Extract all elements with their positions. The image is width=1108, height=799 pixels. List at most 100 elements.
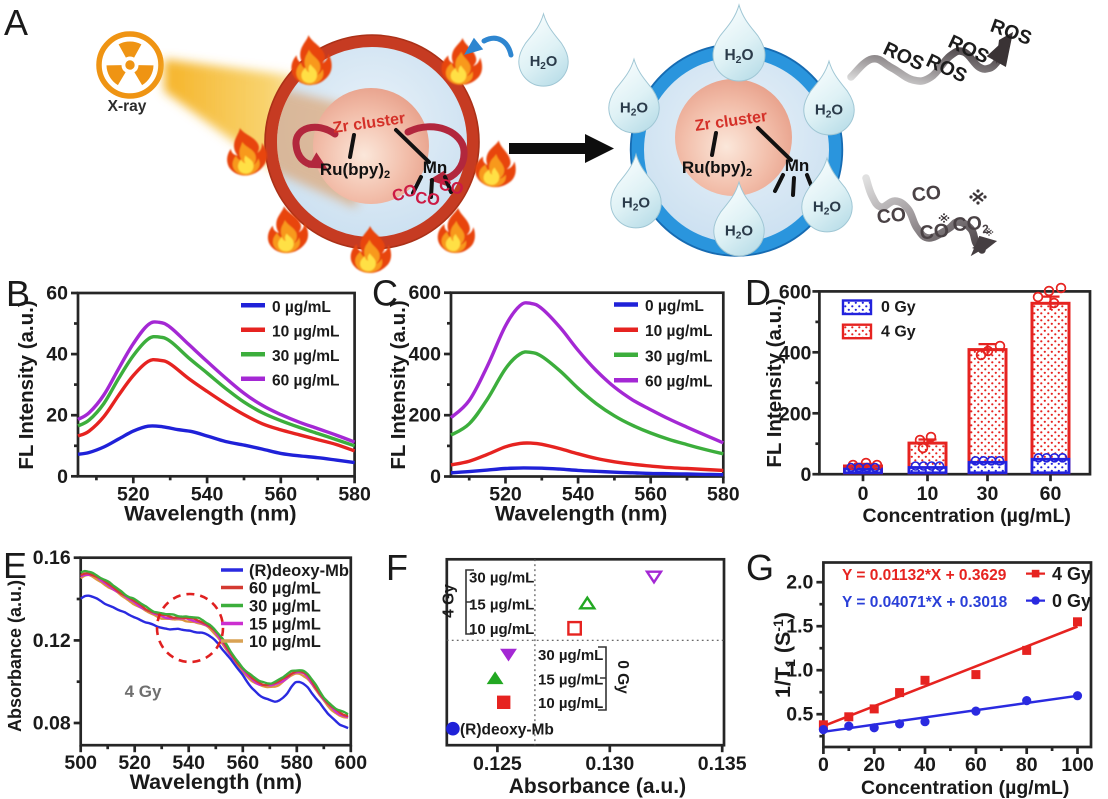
svg-text:(R)deoxy-Mb: (R)deoxy-Mb xyxy=(249,562,349,580)
svg-text:Wavelength (nm): Wavelength (nm) xyxy=(495,502,667,526)
svg-text:400: 400 xyxy=(408,344,441,366)
svg-text:520: 520 xyxy=(489,484,522,506)
svg-text:Mn: Mn xyxy=(785,156,810,175)
svg-text:H2O: H2O xyxy=(724,47,753,66)
svg-text:580: 580 xyxy=(707,484,740,506)
svg-text:0: 0 xyxy=(801,464,812,486)
svg-text:15 µg/mL: 15 µg/mL xyxy=(538,672,603,689)
svg-text:60 µg/mL: 60 µg/mL xyxy=(272,372,340,389)
svg-text:(R)deoxy-Mb: (R)deoxy-Mb xyxy=(460,722,554,739)
svg-text:E: E xyxy=(3,545,27,586)
svg-text:600: 600 xyxy=(335,752,368,774)
svg-text:Concentration (µg/mL): Concentration (µg/mL) xyxy=(861,777,1069,799)
svg-text:0.5: 0.5 xyxy=(786,704,813,726)
svg-text:FL Intensity (a.u.): FL Intensity (a.u.) xyxy=(763,298,786,467)
svg-text:10 µg/mL: 10 µg/mL xyxy=(538,695,603,712)
svg-text:580: 580 xyxy=(338,483,371,505)
svg-text:H2O: H2O xyxy=(725,223,754,242)
svg-text:Ru(bpy)2: Ru(bpy)2 xyxy=(682,158,752,179)
svg-text:0: 0 xyxy=(818,754,829,776)
svg-text:4 Gy: 4 Gy xyxy=(1052,564,1091,584)
svg-text:1/T1 (S-1): 1/T1 (S-1) xyxy=(770,612,798,698)
svg-text:0: 0 xyxy=(858,483,869,505)
svg-text:1.5: 1.5 xyxy=(786,616,813,638)
svg-text:0.12: 0.12 xyxy=(33,630,71,652)
svg-text:0 Gy: 0 Gy xyxy=(881,299,916,316)
svg-text:FL Intensity (a.u.): FL Intensity (a.u.) xyxy=(387,300,410,469)
svg-text:40: 40 xyxy=(914,754,936,776)
svg-text:100: 100 xyxy=(1061,754,1094,776)
svg-text:200: 200 xyxy=(408,405,441,427)
svg-text:4 Gy: 4 Gy xyxy=(881,324,916,341)
svg-text:20: 20 xyxy=(46,405,68,427)
svg-text:540: 540 xyxy=(562,484,595,506)
svg-text:4 Gy: 4 Gy xyxy=(125,682,162,701)
svg-text:600: 600 xyxy=(408,282,441,304)
svg-text:10: 10 xyxy=(917,483,939,505)
svg-text:520: 520 xyxy=(118,752,151,774)
svg-text:4 Gy: 4 Gy xyxy=(441,584,458,618)
svg-text:Concentration (µg/mL): Concentration (µg/mL) xyxy=(863,505,1071,527)
svg-text:Absorbance (a.u.): Absorbance (a.u.) xyxy=(509,775,686,798)
svg-text:30 µg/mL: 30 µg/mL xyxy=(469,570,534,587)
svg-text:560: 560 xyxy=(634,484,667,506)
svg-text:500: 500 xyxy=(64,752,97,774)
svg-text:0.130: 0.130 xyxy=(585,753,634,775)
svg-text:0 µg/mL: 0 µg/mL xyxy=(272,299,331,316)
svg-text:0.08: 0.08 xyxy=(33,713,71,735)
svg-text:G: G xyxy=(746,547,774,588)
svg-text:60: 60 xyxy=(965,754,987,776)
svg-text:30 µg/mL: 30 µg/mL xyxy=(645,348,713,365)
svg-text:540: 540 xyxy=(172,752,205,774)
svg-text:CO: CO xyxy=(876,204,907,229)
svg-text:60: 60 xyxy=(46,283,68,305)
svg-text:B: B xyxy=(6,273,30,314)
svg-text:30: 30 xyxy=(977,483,999,505)
svg-text:H2O: H2O xyxy=(620,100,649,119)
svg-text:H2O: H2O xyxy=(815,102,844,121)
svg-text:CO: CO xyxy=(919,220,950,245)
svg-text:15 µg/mL: 15 µg/mL xyxy=(249,616,321,634)
svg-text:60: 60 xyxy=(1040,483,1062,505)
svg-text:D: D xyxy=(745,272,771,313)
svg-text:CO: CO xyxy=(911,182,942,207)
svg-text:540: 540 xyxy=(191,483,224,505)
svg-text:F: F xyxy=(386,547,408,588)
svg-text:400: 400 xyxy=(779,342,812,364)
svg-text:Y = 0.04071*X + 0.3018: Y = 0.04071*X + 0.3018 xyxy=(842,594,1008,611)
svg-text:Mn: Mn xyxy=(423,158,448,177)
svg-text:20: 20 xyxy=(863,754,885,776)
svg-text:0: 0 xyxy=(57,466,68,488)
svg-text:H2O: H2O xyxy=(622,195,651,214)
svg-text:30 µg/mL: 30 µg/mL xyxy=(249,598,321,616)
svg-text:560: 560 xyxy=(227,752,260,774)
svg-text:Wavelength (nm): Wavelength (nm) xyxy=(124,501,296,525)
svg-text:H2O: H2O xyxy=(530,54,558,72)
svg-text:10 µg/mL: 10 µg/mL xyxy=(645,323,713,340)
svg-text:30 µg/mL: 30 µg/mL xyxy=(538,647,603,664)
svg-text:40: 40 xyxy=(46,344,68,366)
svg-text:60 µg/mL: 60 µg/mL xyxy=(249,580,321,598)
svg-text:520: 520 xyxy=(117,483,150,505)
svg-text:15 µg/mL: 15 µg/mL xyxy=(469,597,534,614)
svg-text:FL Intensity (a.u.): FL Intensity (a.u.) xyxy=(15,300,38,469)
svg-text:10 µg/mL: 10 µg/mL xyxy=(469,621,534,638)
svg-text:10 µg/mL: 10 µg/mL xyxy=(272,323,340,340)
svg-text:0 Gy: 0 Gy xyxy=(614,660,631,694)
svg-text:1.0: 1.0 xyxy=(786,660,813,682)
svg-text:2.0: 2.0 xyxy=(786,572,813,594)
svg-text:0 µg/mL: 0 µg/mL xyxy=(645,298,704,315)
svg-text:Absorbance (a.u.): Absorbance (a.u.) xyxy=(5,580,25,732)
svg-text:600: 600 xyxy=(779,281,812,303)
svg-text:0.135: 0.135 xyxy=(698,753,747,775)
svg-text:C: C xyxy=(372,273,398,314)
svg-text:Wavelength (nm): Wavelength (nm) xyxy=(130,770,302,794)
svg-text:60 µg/mL: 60 µg/mL xyxy=(645,374,713,391)
svg-text:CO: CO xyxy=(437,175,466,198)
svg-text:Ru(bpy)2: Ru(bpy)2 xyxy=(320,160,390,181)
svg-text:0.16: 0.16 xyxy=(33,547,71,569)
svg-text:10 µg/mL: 10 µg/mL xyxy=(249,633,321,651)
svg-text:0.125: 0.125 xyxy=(473,753,522,775)
svg-text:0: 0 xyxy=(430,466,441,488)
svg-text:H2O: H2O xyxy=(813,199,842,218)
